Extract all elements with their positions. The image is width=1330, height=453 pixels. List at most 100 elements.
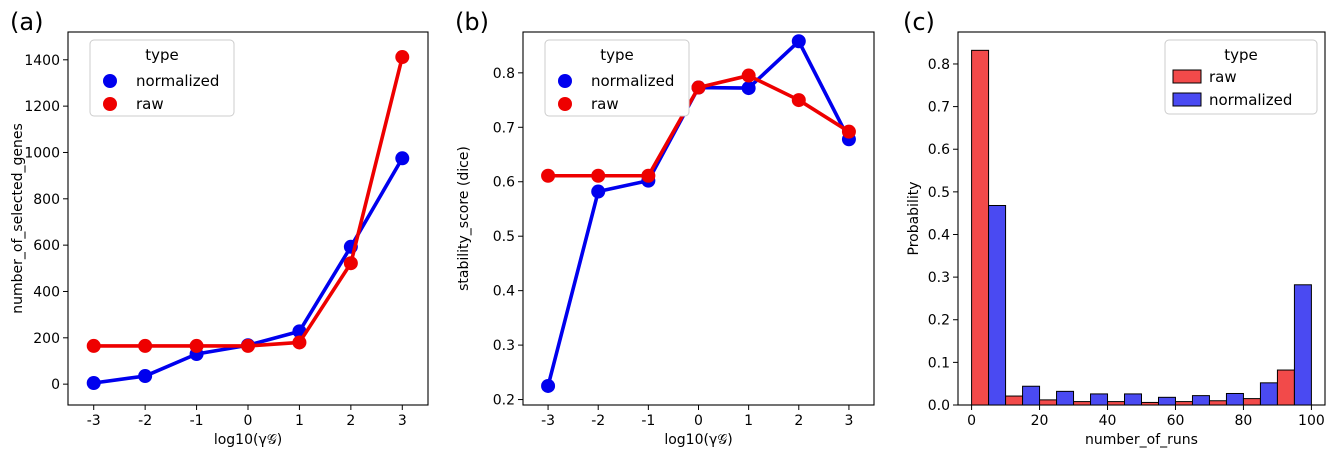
bar-normalized: [1293, 284, 1312, 406]
y-tick-label: 0.3: [928, 270, 950, 286]
x-tick-label: 1: [744, 413, 753, 429]
x-tick-label: 2: [346, 413, 355, 429]
y-tick-label: 600: [33, 238, 60, 254]
y-tick-label: 400: [33, 284, 60, 300]
bar-normalized: [1022, 385, 1041, 406]
data-point-normalized: [395, 151, 410, 166]
x-tick-label: -3: [541, 413, 555, 429]
x-axis-label: log10(γ𝒢): [664, 432, 732, 448]
data-point-raw: [791, 93, 806, 108]
legend-label-normalized: normalized: [591, 72, 674, 90]
bar-normalized: [1191, 395, 1210, 406]
legend-marker-normalized: [558, 74, 572, 88]
legend-marker-raw: [103, 97, 117, 111]
data-point-normalized: [791, 34, 806, 49]
x-tick-label: 2: [794, 413, 803, 429]
legend-swatch-normalized: [1172, 92, 1202, 107]
data-point-raw: [138, 338, 153, 353]
y-tick-label: 200: [33, 331, 60, 347]
bar-raw: [1276, 369, 1295, 406]
legend-box: [1164, 39, 1318, 115]
x-tick-label: -1: [641, 413, 655, 429]
x-tick-label: 100: [1298, 413, 1325, 429]
y-tick-label: 0.2: [493, 393, 515, 409]
data-point-normalized: [86, 375, 101, 390]
y-tick-label: 1400: [24, 53, 60, 69]
legend-box: [544, 39, 690, 117]
x-tick-label: 1: [295, 413, 304, 429]
y-axis-label: number_of_selected_genes: [10, 123, 26, 314]
x-tick-label: -3: [87, 413, 101, 429]
data-point-raw: [395, 50, 410, 65]
panel-b: (b) -3 -2 -1 0 1 2 3 0.2 0.3 0.4 0.5 0.6 0.7 0.8 log10(…: [455, 8, 875, 448]
x-tick-label: 80: [1235, 413, 1253, 429]
y-tick-label: 800: [33, 192, 60, 208]
legend-swatch-raw: [1172, 69, 1202, 84]
legend-marker-normalized: [103, 74, 117, 88]
y-axis-label: Probability: [906, 181, 922, 255]
data-point-raw: [591, 168, 606, 183]
data-point-normalized: [138, 369, 153, 384]
bar-normalized: [988, 204, 1007, 406]
x-tick-label: 60: [1167, 413, 1185, 429]
y-tick-label: 0: [51, 377, 60, 393]
bar-normalized: [1090, 393, 1109, 406]
y-tick-label: 0.5: [493, 229, 515, 245]
x-tick-label: 20: [1031, 413, 1049, 429]
bar-normalized: [1259, 382, 1278, 406]
data-point-raw: [841, 124, 856, 139]
bar-raw: [1005, 395, 1024, 406]
legend-marker-raw: [558, 97, 572, 111]
bar-raw: [1242, 398, 1261, 406]
x-tick-label: 3: [398, 413, 407, 429]
x-tick-label: 40: [1099, 413, 1117, 429]
panel-c: (c) 0 20 40 60 80 100 0.0 0.1 0.2 0.3 0.4 0.5 0.6 0.7 0…: [903, 8, 1326, 448]
data-point-normalized: [591, 184, 606, 199]
bar-raw: [1174, 401, 1193, 406]
data-point-raw: [541, 168, 556, 183]
y-tick-label: 1200: [24, 99, 60, 115]
legend-label-normalized: normalized: [1209, 91, 1292, 109]
y-tick-label: 0.7: [493, 120, 515, 136]
data-point-raw: [292, 335, 307, 350]
bar-normalized: [1124, 393, 1143, 406]
x-tick-label: -2: [138, 413, 152, 429]
x-tick-label: 0: [244, 413, 253, 429]
bar-normalized: [1157, 396, 1176, 406]
bar-raw: [971, 49, 990, 406]
data-point-raw: [86, 338, 101, 353]
data-point-raw: [691, 80, 706, 95]
data-point-raw: [343, 256, 358, 271]
panel-a: (a) -3 -2 -1 0 1 2 3 0 200 400 600 800 1000 1200 1400 lo…: [10, 8, 429, 448]
y-tick-label: 0.8: [493, 66, 515, 82]
bar-raw: [1039, 399, 1058, 406]
legend-title: type: [145, 46, 179, 64]
data-point-raw: [241, 338, 255, 353]
data-point-raw: [189, 338, 204, 353]
bar-raw: [1141, 401, 1159, 406]
panel-label: (c): [903, 8, 935, 36]
x-tick-label: 3: [844, 413, 853, 429]
x-tick-label: -1: [190, 413, 204, 429]
legend-label-raw: raw: [136, 95, 164, 113]
bar-normalized: [1225, 392, 1244, 406]
legend-title: type: [1224, 46, 1258, 64]
x-tick-label: -2: [591, 413, 605, 429]
legend-box: [89, 39, 235, 117]
y-axis-label: stability_score (dice): [456, 146, 472, 291]
y-tick-label: 1000: [24, 145, 60, 161]
data-point-raw: [741, 68, 756, 83]
x-axis-label: number_of_runs: [1085, 432, 1198, 448]
y-tick-label: 0.4: [928, 227, 950, 243]
bar-normalized: [1056, 390, 1075, 406]
data-point-raw: [641, 168, 656, 183]
data-point-normalized: [741, 81, 756, 96]
x-axis-label: log10(γ𝒢): [214, 432, 282, 448]
legend-label-raw: raw: [1209, 68, 1237, 86]
y-tick-label: 0.1: [928, 355, 950, 371]
x-tick-label: 0: [967, 413, 976, 429]
y-tick-label: 0.0: [928, 398, 950, 414]
panel-label: (b): [455, 8, 489, 36]
legend-label-raw: raw: [591, 95, 619, 113]
